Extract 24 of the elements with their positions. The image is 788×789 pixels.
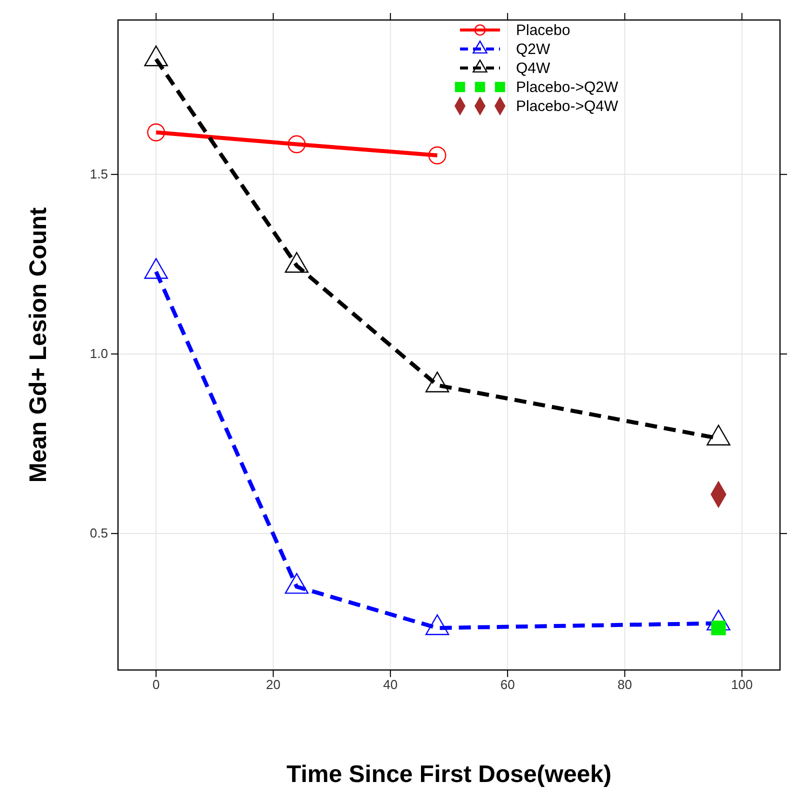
legend-label: Placebo->Q4W bbox=[516, 98, 619, 115]
x-tick-label: 80 bbox=[618, 677, 632, 692]
x-tick-label: 40 bbox=[383, 677, 398, 692]
point bbox=[706, 610, 730, 630]
legend-label: Q2W bbox=[516, 41, 552, 58]
legend-label: Placebo bbox=[516, 22, 570, 39]
point bbox=[144, 46, 168, 66]
point bbox=[706, 424, 730, 446]
y-axis-title: Mean Gd+ Lesion Count bbox=[25, 207, 52, 483]
y-tick-label: 1.5 bbox=[90, 166, 108, 182]
x-tick-label: 0 bbox=[152, 677, 160, 692]
point bbox=[425, 372, 450, 392]
x-tick-label: 20 bbox=[266, 677, 280, 692]
point bbox=[425, 614, 450, 636]
legend-label: Placebo->Q2W bbox=[516, 79, 619, 96]
point bbox=[284, 573, 309, 594]
legend-label: Q4W bbox=[516, 60, 552, 77]
point bbox=[144, 258, 168, 279]
x-axis-title: Time Since First Dose(week) bbox=[286, 761, 612, 788]
point bbox=[284, 252, 309, 273]
y-tick-label: 1.0 bbox=[90, 346, 108, 362]
y-tick-label: 0.5 bbox=[90, 526, 108, 541]
x-tick-label: 100 bbox=[731, 677, 753, 692]
x-tick-label: 60 bbox=[500, 677, 515, 692]
